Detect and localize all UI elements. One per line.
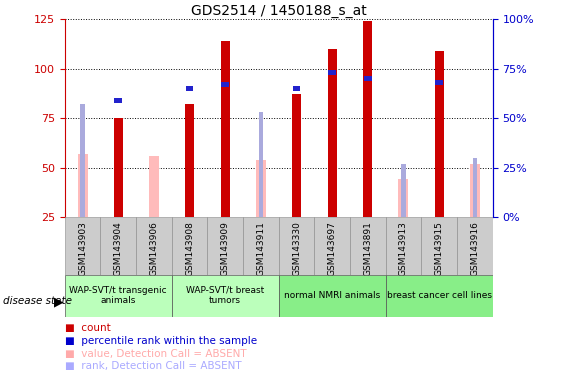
Text: GSM143913: GSM143913	[399, 222, 408, 276]
Text: ■  rank, Detection Call = ABSENT: ■ rank, Detection Call = ABSENT	[65, 361, 242, 371]
Bar	[279, 275, 386, 317]
Bar	[65, 217, 100, 275]
Bar	[350, 217, 386, 275]
Text: ■  value, Detection Call = ABSENT: ■ value, Detection Call = ABSENT	[65, 349, 247, 359]
Bar	[207, 217, 243, 275]
Text: ■  count: ■ count	[65, 323, 110, 333]
Bar	[279, 217, 314, 275]
Text: GSM143915: GSM143915	[435, 222, 444, 276]
Bar	[293, 86, 301, 91]
Text: ▶: ▶	[53, 296, 63, 309]
Bar	[399, 179, 409, 217]
Bar	[81, 104, 84, 217]
Bar	[172, 217, 207, 275]
Text: WAP-SVT/t transgenic
animals: WAP-SVT/t transgenic animals	[69, 286, 167, 305]
Bar	[243, 217, 279, 275]
Text: GSM143908: GSM143908	[185, 222, 194, 276]
Bar	[114, 98, 122, 103]
Bar	[457, 217, 493, 275]
Bar	[259, 112, 263, 217]
Text: GSM143906: GSM143906	[149, 222, 158, 276]
Text: GSM143916: GSM143916	[470, 222, 479, 276]
Bar	[401, 164, 405, 217]
Bar	[421, 217, 457, 275]
Text: normal NMRI animals: normal NMRI animals	[284, 291, 380, 300]
Bar	[78, 154, 88, 217]
Bar	[100, 217, 136, 275]
Text: GSM143903: GSM143903	[78, 222, 87, 276]
Text: GSM143911: GSM143911	[256, 222, 265, 276]
Bar	[221, 41, 230, 217]
Title: GDS2514 / 1450188_s_at: GDS2514 / 1450188_s_at	[191, 4, 367, 18]
Bar	[328, 70, 336, 75]
Text: GSM143909: GSM143909	[221, 222, 230, 276]
Bar	[65, 275, 172, 317]
Bar	[473, 158, 477, 217]
Bar	[328, 49, 337, 217]
Bar	[221, 82, 229, 87]
Bar	[114, 118, 123, 217]
Bar	[435, 51, 444, 217]
Text: GSM143891: GSM143891	[363, 222, 372, 276]
Text: WAP-SVT/t breast
tumors: WAP-SVT/t breast tumors	[186, 286, 264, 305]
Text: GSM143904: GSM143904	[114, 222, 123, 276]
Text: disease state: disease state	[3, 296, 72, 306]
Bar	[172, 275, 279, 317]
Bar	[136, 217, 172, 275]
Bar	[292, 94, 301, 217]
Text: GSM143697: GSM143697	[328, 222, 337, 276]
Bar	[186, 86, 194, 91]
Bar	[149, 156, 159, 217]
Bar	[185, 104, 194, 217]
Bar	[364, 76, 372, 81]
Bar	[363, 21, 372, 217]
Bar	[256, 160, 266, 217]
Bar	[470, 164, 480, 217]
Bar	[386, 217, 421, 275]
Bar	[435, 80, 443, 85]
Text: ■  percentile rank within the sample: ■ percentile rank within the sample	[65, 336, 257, 346]
Bar	[314, 217, 350, 275]
Bar	[386, 275, 493, 317]
Text: GSM143330: GSM143330	[292, 222, 301, 276]
Text: breast cancer cell lines: breast cancer cell lines	[387, 291, 491, 300]
